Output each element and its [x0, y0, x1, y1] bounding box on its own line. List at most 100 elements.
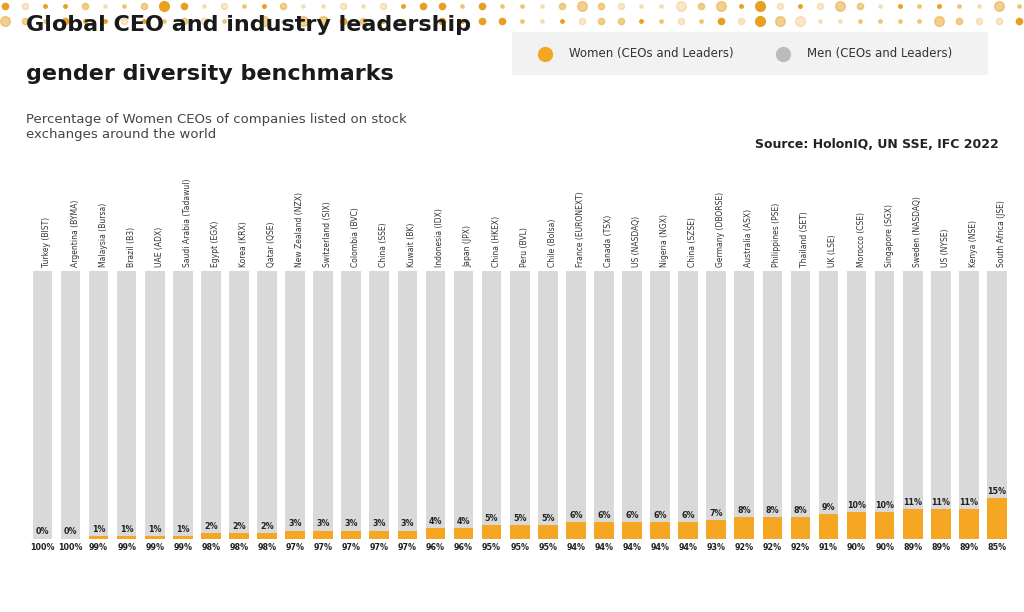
- Bar: [763, 271, 782, 517]
- Bar: [791, 271, 810, 517]
- Text: Percentage of Women CEOs of companies listed on stock
exchanges around the world: Percentage of Women CEOs of companies li…: [26, 113, 407, 141]
- Text: 99%: 99%: [145, 543, 164, 551]
- Text: 100%: 100%: [30, 543, 54, 551]
- Bar: [257, 271, 276, 533]
- Bar: [734, 271, 754, 517]
- Bar: [818, 271, 839, 515]
- Text: 1%: 1%: [92, 524, 105, 534]
- Text: 8%: 8%: [794, 506, 807, 515]
- Bar: [229, 271, 249, 533]
- Text: Saudi Arabia (Tadawul): Saudi Arabia (Tadawul): [183, 178, 191, 267]
- Bar: [566, 271, 586, 523]
- Text: Japan (JPX): Japan (JPX): [464, 225, 472, 267]
- Bar: [987, 271, 1007, 498]
- Bar: [931, 271, 950, 509]
- Text: 90%: 90%: [847, 543, 866, 551]
- Text: Egypt (EGX): Egypt (EGX): [211, 220, 220, 267]
- Bar: [173, 536, 193, 539]
- Text: South Africa (JSE): South Africa (JSE): [997, 200, 1006, 267]
- Bar: [426, 271, 445, 528]
- Text: 6%: 6%: [681, 512, 695, 520]
- Bar: [734, 517, 754, 539]
- Bar: [791, 517, 810, 539]
- Text: 11%: 11%: [959, 498, 978, 507]
- Bar: [847, 271, 866, 512]
- Text: 9%: 9%: [821, 503, 836, 512]
- Bar: [623, 271, 642, 523]
- Text: 2%: 2%: [232, 522, 246, 531]
- Text: 11%: 11%: [931, 498, 950, 507]
- Text: 89%: 89%: [903, 543, 923, 551]
- Text: 2%: 2%: [260, 522, 273, 531]
- Bar: [257, 533, 276, 539]
- Text: 99%: 99%: [117, 543, 136, 551]
- Text: 95%: 95%: [482, 543, 501, 551]
- Bar: [959, 271, 979, 509]
- Text: 92%: 92%: [734, 543, 754, 551]
- Text: Nigeria (NGX): Nigeria (NGX): [660, 214, 669, 267]
- Bar: [650, 523, 670, 539]
- Bar: [173, 271, 193, 536]
- Text: 10%: 10%: [876, 501, 894, 510]
- Text: 97%: 97%: [286, 543, 304, 551]
- Text: Peru (BVL): Peru (BVL): [519, 227, 528, 267]
- Text: 98%: 98%: [202, 543, 220, 551]
- Text: UAE (ADX): UAE (ADX): [155, 226, 164, 267]
- Text: Kuwait (BK): Kuwait (BK): [408, 222, 417, 267]
- Bar: [959, 509, 979, 539]
- Text: 6%: 6%: [653, 512, 667, 520]
- Text: China (HKEX): China (HKEX): [492, 215, 501, 267]
- Text: 1%: 1%: [176, 524, 189, 534]
- Text: 5%: 5%: [513, 514, 526, 523]
- Bar: [763, 517, 782, 539]
- Text: 98%: 98%: [229, 543, 249, 551]
- Text: 97%: 97%: [313, 543, 333, 551]
- Text: 4%: 4%: [457, 517, 470, 526]
- Bar: [707, 520, 726, 539]
- Text: Source: HolonIQ, UN SSE, IFC 2022: Source: HolonIQ, UN SSE, IFC 2022: [755, 138, 998, 151]
- Bar: [987, 498, 1007, 539]
- Text: 8%: 8%: [737, 506, 751, 515]
- Bar: [426, 528, 445, 539]
- Bar: [33, 271, 52, 539]
- Bar: [678, 271, 698, 523]
- Bar: [818, 515, 839, 539]
- Bar: [931, 509, 950, 539]
- Text: 94%: 94%: [679, 543, 697, 551]
- Bar: [117, 271, 136, 536]
- Text: Global CEO and industry leadership: Global CEO and industry leadership: [26, 15, 471, 35]
- Bar: [201, 271, 221, 533]
- Text: 89%: 89%: [959, 543, 978, 551]
- Text: 6%: 6%: [569, 512, 583, 520]
- Text: gender diversity benchmarks: gender diversity benchmarks: [26, 64, 393, 84]
- Text: 5%: 5%: [541, 514, 555, 523]
- Text: 6%: 6%: [597, 512, 610, 520]
- Bar: [117, 536, 136, 539]
- Bar: [678, 523, 698, 539]
- Text: 3%: 3%: [316, 520, 330, 528]
- Text: 90%: 90%: [876, 543, 894, 551]
- Text: Germany (DBORSE): Germany (DBORSE): [716, 192, 725, 267]
- Bar: [707, 271, 726, 520]
- Bar: [538, 525, 558, 539]
- Bar: [594, 523, 613, 539]
- Text: 3%: 3%: [373, 520, 386, 528]
- Text: US (NYSE): US (NYSE): [941, 228, 950, 267]
- Text: 99%: 99%: [173, 543, 193, 551]
- Bar: [847, 512, 866, 539]
- Text: 3%: 3%: [400, 520, 414, 528]
- Bar: [903, 509, 923, 539]
- Bar: [145, 536, 165, 539]
- Text: 98%: 98%: [257, 543, 276, 551]
- Text: 8%: 8%: [766, 506, 779, 515]
- Bar: [538, 271, 558, 525]
- Bar: [510, 525, 529, 539]
- Text: Kenya (NSE): Kenya (NSE): [969, 220, 978, 267]
- Bar: [341, 271, 361, 531]
- Text: 3%: 3%: [344, 520, 358, 528]
- Text: Brazil (B3): Brazil (B3): [127, 226, 135, 267]
- Text: 97%: 97%: [370, 543, 389, 551]
- Bar: [89, 536, 109, 539]
- Text: Qatar (QSE): Qatar (QSE): [267, 222, 276, 267]
- Text: China (SSE): China (SSE): [379, 222, 388, 267]
